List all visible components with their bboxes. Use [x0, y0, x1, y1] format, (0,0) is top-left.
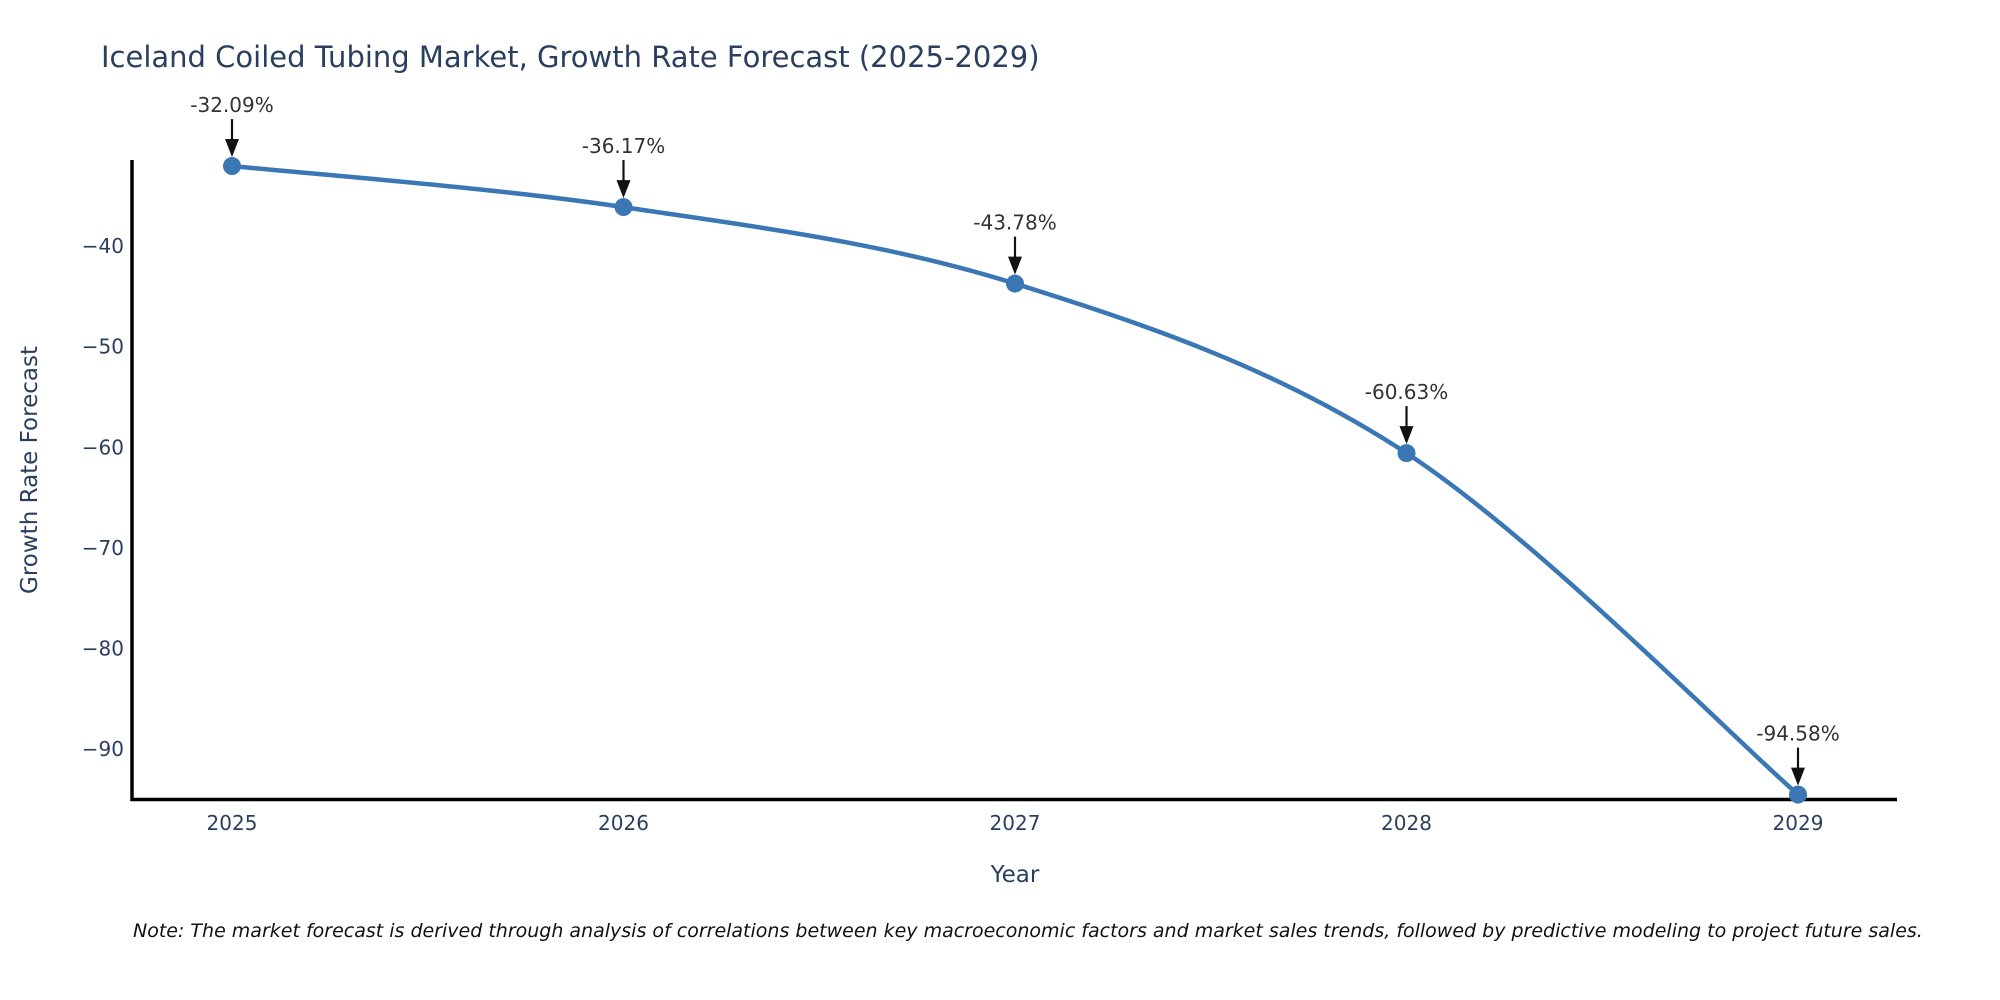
x-tick-label: 2028 — [1381, 811, 1432, 835]
y-axis-title: Growth Rate Forecast — [17, 346, 43, 594]
y-tick-label: −90 — [82, 737, 124, 761]
data-point-2026[interactable] — [614, 198, 633, 217]
annotation-arrowhead-icon — [616, 180, 631, 199]
annotation-label: -43.78% — [973, 211, 1056, 235]
annotation-layer: -32.09% -36.17% -43.78% -60.63% -94.58% — [190, 93, 1840, 786]
x-axis-title: Year — [990, 862, 1040, 888]
y-tick-label: −70 — [82, 536, 124, 560]
annotation-arrowhead-icon — [1399, 426, 1414, 445]
data-point-2025[interactable] — [223, 157, 241, 176]
tick-layer: −40 −50 −60 −70 −80 −90 2025 2026 2027 2028 2029 — [82, 234, 1824, 835]
data-point-2028[interactable] — [1397, 444, 1416, 463]
chart-title: Iceland Coiled Tubing Market, Growth Rat… — [101, 40, 1040, 74]
x-tick-label: 2025 — [207, 811, 258, 835]
x-tick-label: 2026 — [598, 811, 649, 835]
annotation-arrowhead-icon — [1791, 767, 1805, 786]
y-tick-label: −40 — [82, 234, 124, 258]
footnote: Note: The market forecast is derived thr… — [133, 920, 1923, 942]
y-tick-label: −80 — [82, 636, 124, 660]
axes-layer — [130, 160, 1897, 802]
annotation-arrowhead-icon — [1008, 256, 1022, 275]
annotation-label: -36.17% — [582, 134, 665, 158]
forecast-line — [229, 163, 1801, 797]
annotation-label: -94.58% — [1756, 722, 1839, 746]
annotation-label: -60.63% — [1365, 380, 1448, 404]
data-point-2029[interactable] — [1789, 785, 1807, 804]
x-tick-label: 2027 — [990, 811, 1041, 835]
annotation-arrowhead-icon — [225, 139, 239, 158]
x-tick-label: 2029 — [1773, 811, 1824, 835]
y-tick-label: −50 — [82, 335, 124, 359]
series-layer — [223, 157, 1807, 804]
y-tick-label: −60 — [82, 435, 124, 459]
axis-lines — [130, 160, 1897, 802]
annotation-label: -32.09% — [190, 93, 273, 117]
data-point-2027[interactable] — [1006, 274, 1024, 293]
